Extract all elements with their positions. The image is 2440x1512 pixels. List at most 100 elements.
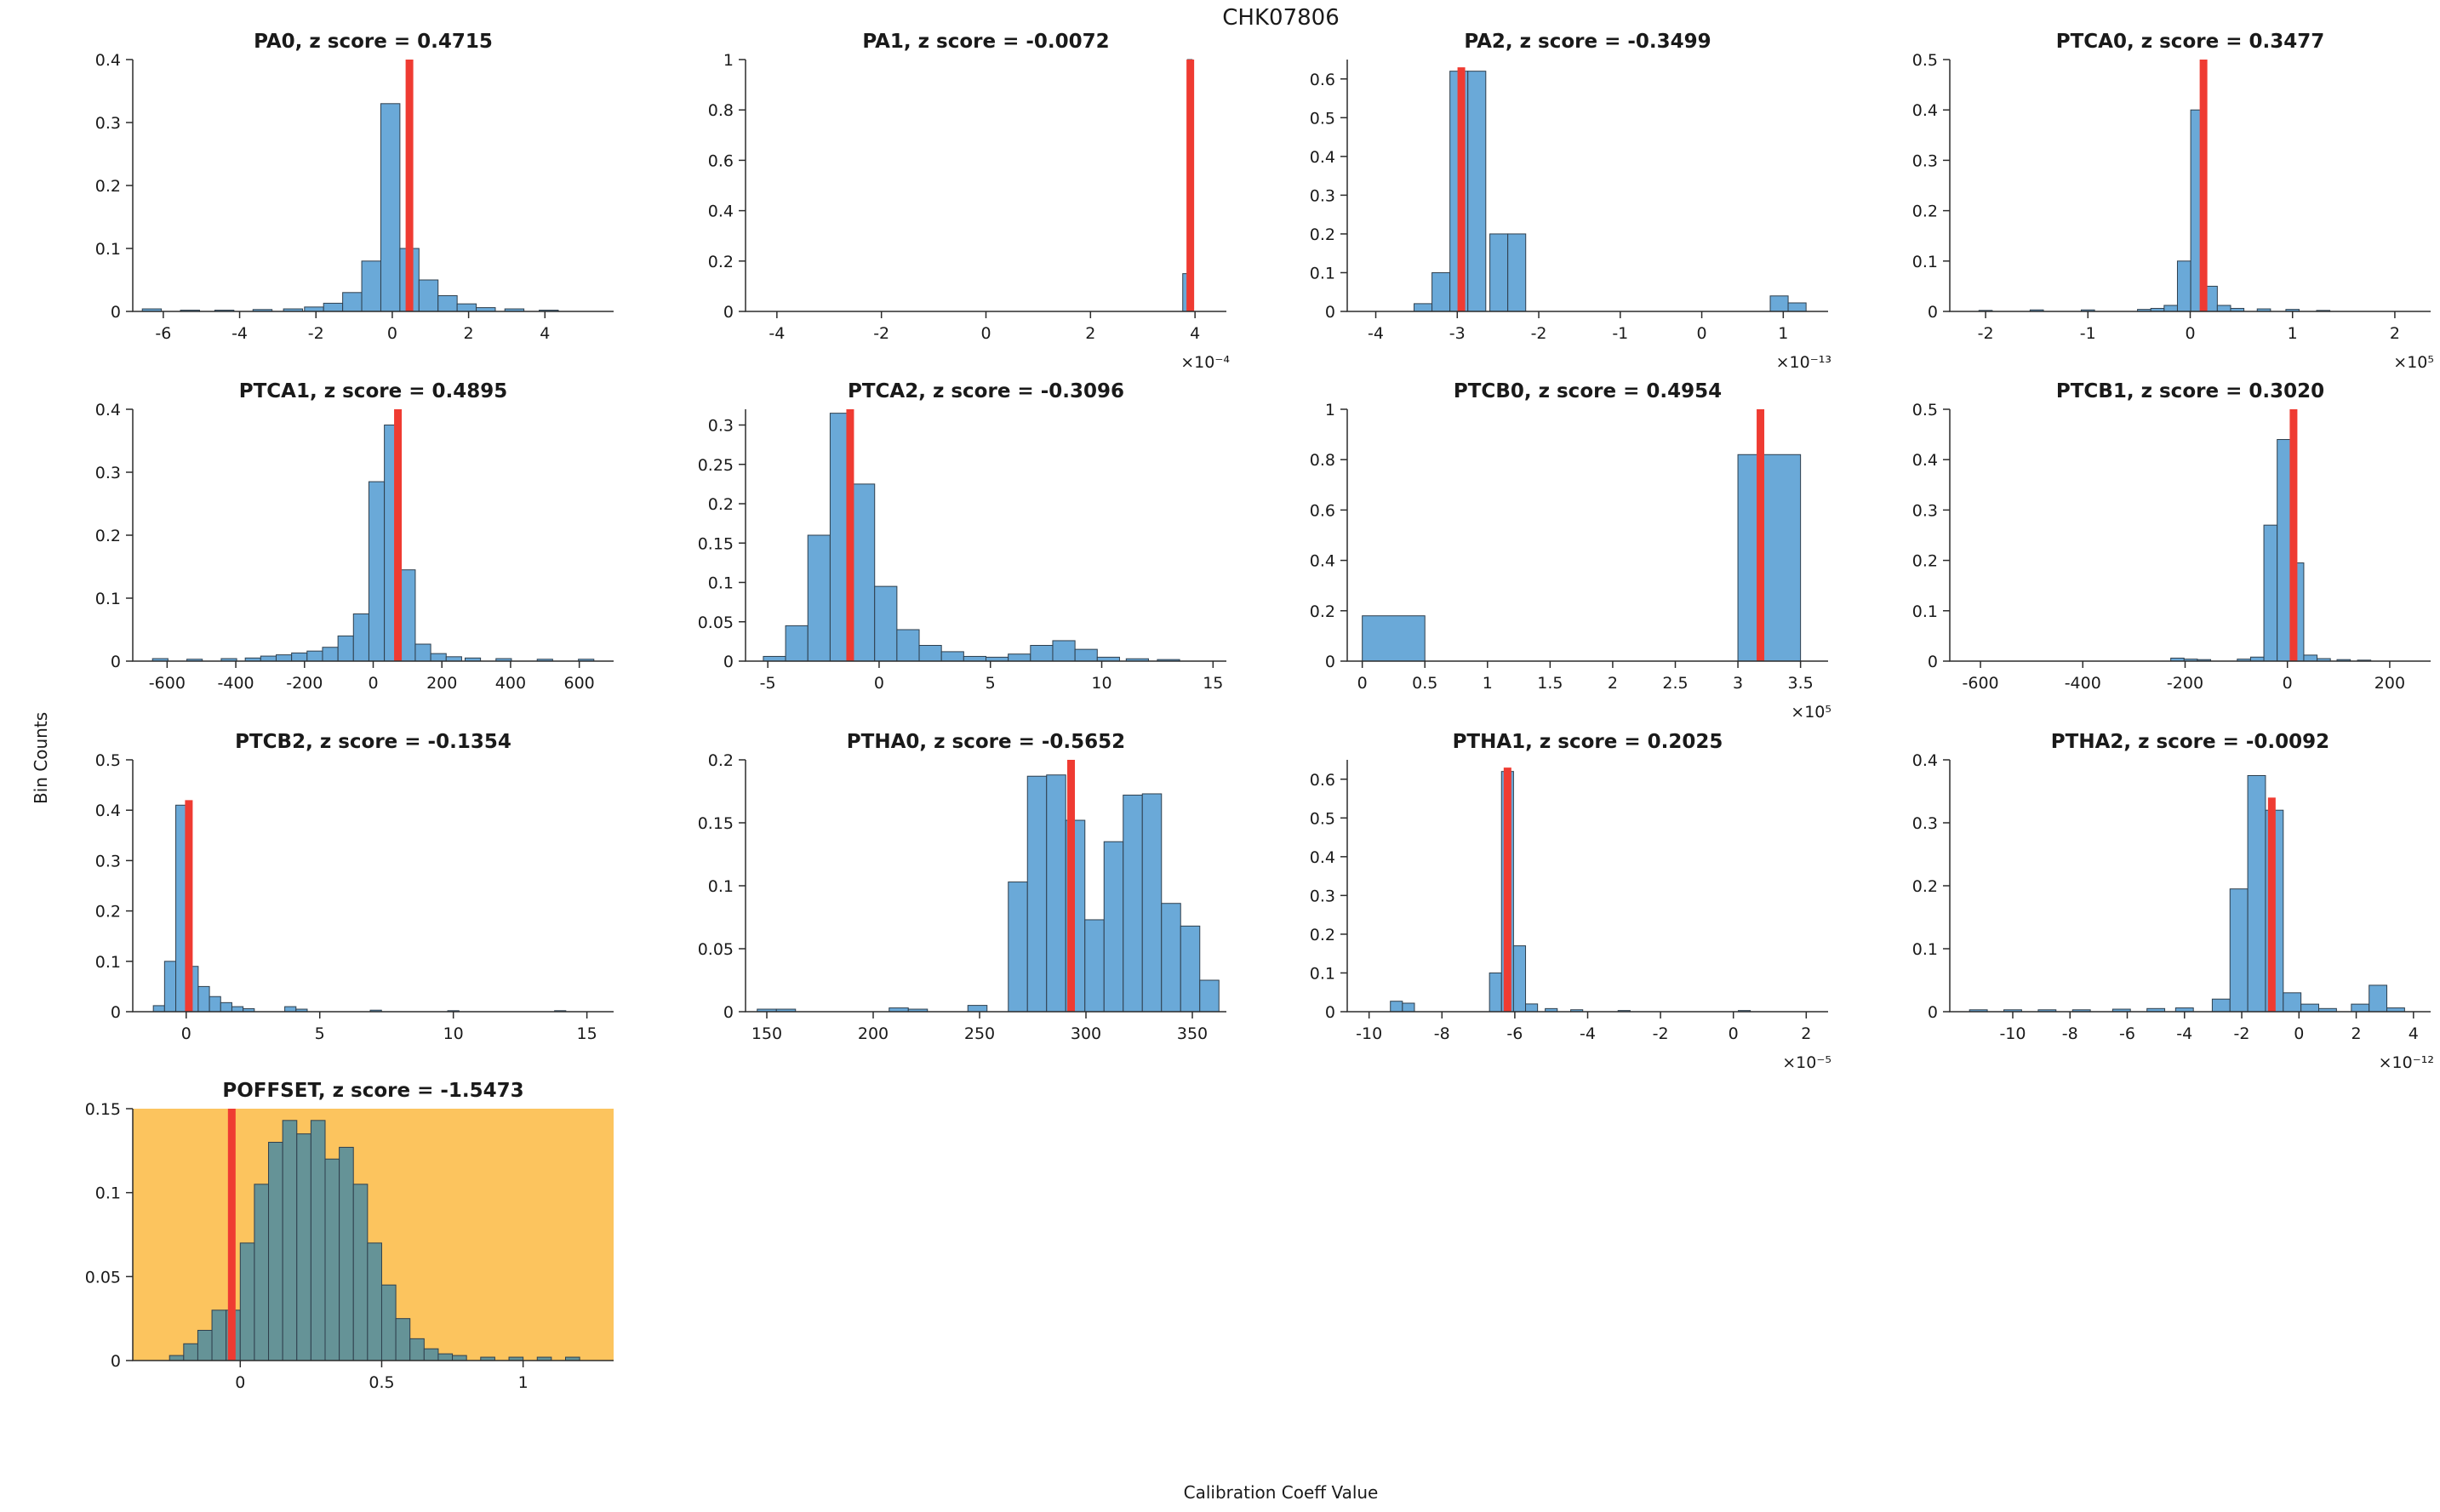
histogram-bar — [1123, 794, 1143, 1013]
histogram-bar — [1512, 945, 1527, 1013]
x-tick-label: 0.5 — [369, 1373, 394, 1392]
histogram-bars — [1414, 71, 1807, 312]
x-tick-label: -400 — [2065, 674, 2101, 693]
histogram-PTCA2: -5 0 5 10 15 0 0.05 0.1 0.15 0.2 0.25 0.3 PTCA2, z s… — [698, 380, 1226, 693]
histogram-PA0: -6 -4 -2 0 2 4 0 0.1 0.2 0.3 0.4 PA0, z score = 0.4… — [95, 31, 614, 343]
x-tick-label: -5 — [760, 674, 776, 693]
y-tick-label: 0.2 — [1310, 926, 1335, 944]
histogram-bar — [1008, 653, 1031, 662]
histogram-bar — [368, 481, 386, 662]
subplot-title: PA1, z score = -0.0072 — [862, 31, 1109, 53]
y-tick-label: 0.25 — [698, 456, 734, 475]
histogram-bar — [852, 483, 876, 662]
x-tick-label: -2 — [873, 324, 889, 343]
histogram-PTHA2: -10 -8 -6 -4 -2 0 2 4 0 0.1 0.2 0.3 0.4 PTHA2, z scor… — [1912, 731, 2434, 1072]
histogram-bar — [414, 643, 431, 662]
x-tick-label: 0 — [2283, 674, 2293, 693]
x-tick-label: -600 — [149, 674, 186, 693]
subplot-PTHA2: -10 -8 -6 -4 -2 0 2 4 0 0.1 0.2 0.3 0.4 PTHA2, z scor… — [1912, 731, 2434, 1072]
histogram-bar — [352, 1184, 369, 1361]
histogram-PTCA0: -2 -1 0 1 2 0 0.1 0.2 0.3 0.4 0.5 PTCA0, z score = … — [1912, 31, 2434, 372]
histogram-bar — [395, 1318, 411, 1361]
histogram-bar — [209, 996, 221, 1013]
y-tick-label: 0 — [723, 653, 734, 671]
histogram-bar — [1467, 71, 1487, 312]
x-axis-ticks: 0 0.5 1 1.5 2 2.5 3 3.5 — [1357, 661, 1814, 693]
y-tick-label: 0.05 — [698, 940, 734, 959]
x-axis-ticks: -600 -400 -200 0 200 — [1963, 661, 2405, 693]
subplot-title: PTCB1, z score = 0.3020 — [2056, 380, 2324, 402]
y-tick-label: 0.6 — [1310, 771, 1335, 790]
y-axis-ticks: 0 0.1 0.2 0.3 0.4 0.5 0.6 — [1310, 771, 1347, 1022]
x-tick-label: 5 — [986, 674, 996, 693]
y-tick-label: 0.1 — [95, 240, 121, 259]
x-tick-label: 200 — [426, 674, 457, 693]
histogram-PTCB0: 0 0.5 1 1.5 2 2.5 3 3.5 0 0.2 0.4 0.6 0.8 1 PTCB0, z s… — [1310, 380, 1831, 722]
y-tick-label: 0.4 — [1310, 148, 1335, 167]
x-axis-ticks: 150 200 250 300 350 — [751, 1012, 1208, 1043]
y-tick-label: 0.1 — [1912, 602, 1938, 621]
y-tick-label: 0.3 — [95, 852, 121, 870]
axis-exponent-label: ×10⁵ — [1791, 703, 1831, 722]
subplot-PA0: -6 -4 -2 0 2 4 0 0.1 0.2 0.3 0.4 PA0, z score = 0.4… — [95, 31, 614, 343]
subplot-title: PTCA0, z score = 0.3477 — [2056, 31, 2324, 53]
axis-spines — [1949, 760, 2431, 1013]
histogram-bar — [1769, 295, 1789, 312]
y-tick-label: 0.3 — [95, 114, 121, 133]
histogram-bar — [1390, 1001, 1403, 1013]
x-tick-label: 10 — [443, 1024, 464, 1043]
histogram-bar — [367, 1242, 382, 1361]
histogram-bar — [1103, 841, 1124, 1013]
histogram-bar — [1402, 1002, 1415, 1013]
histogram-bar — [183, 1343, 198, 1361]
y-axis-ticks: 0 0.05 0.1 0.15 0.2 — [698, 751, 746, 1022]
x-tick-label: 4 — [2409, 1024, 2419, 1043]
histogram-bar — [352, 613, 369, 662]
histogram-bar — [452, 1355, 467, 1361]
histogram-bar — [1180, 925, 1201, 1013]
histogram-bar — [220, 1001, 232, 1013]
y-tick-label: 0.6 — [708, 151, 734, 170]
y-tick-label: 0 — [111, 653, 121, 671]
y-tick-label: 0.1 — [708, 574, 734, 593]
histogram-bar — [445, 656, 462, 662]
subplot-title: PA2, z score = -0.3499 — [1464, 31, 1711, 53]
histogram-bar — [874, 585, 898, 662]
histogram-bar — [323, 302, 344, 312]
x-tick-label: -200 — [286, 674, 323, 693]
x-tick-label: -2 — [2234, 1024, 2250, 1043]
histogram-PTCB2: 0 5 10 15 0 0.1 0.2 0.3 0.4 0.5 PTCB2, z score = -… — [95, 731, 614, 1043]
histogram-bar — [268, 1141, 283, 1361]
histogram-bar — [254, 1184, 270, 1361]
histogram-bar — [2303, 654, 2318, 662]
x-tick-label: -4 — [2176, 1024, 2192, 1043]
x-tick-label: 15 — [1203, 674, 1223, 693]
y-tick-label: 0.15 — [85, 1100, 121, 1119]
histogram-bar — [380, 1284, 397, 1361]
histogram-PTCA1: -600 -400 -200 0 200 400 600 0 0.1 0.2 0.3 0.4 PTCA1… — [95, 380, 614, 693]
y-tick-label: 0.1 — [1310, 264, 1335, 282]
subplot-title: PA0, z score = 0.4715 — [254, 31, 493, 53]
histogram-bars — [1390, 771, 1751, 1013]
axis-spines — [1346, 60, 1828, 312]
y-tick-label: 0.1 — [1310, 964, 1335, 983]
y-tick-label: 0.4 — [95, 401, 121, 419]
x-tick-label: 200 — [2374, 674, 2405, 693]
y-tick-label: 0.2 — [95, 903, 121, 921]
x-tick-label: 0 — [2185, 324, 2195, 343]
y-tick-label: 0.1 — [95, 953, 121, 972]
y-tick-label: 0.15 — [698, 534, 734, 553]
x-tick-label: 1 — [518, 1373, 529, 1392]
x-tick-label: 2.5 — [1662, 674, 1688, 693]
y-tick-label: 0.4 — [1310, 552, 1335, 571]
y-tick-label: 0.1 — [1912, 253, 1938, 271]
x-tick-label: 0 — [2294, 1024, 2304, 1043]
x-tick-label: 0 — [368, 674, 378, 693]
x-tick-label: -6 — [1506, 1024, 1523, 1043]
y-tick-label: 0.8 — [1310, 451, 1335, 470]
y-tick-label: 0.5 — [1310, 109, 1335, 128]
histogram-bar — [2300, 1003, 2319, 1013]
y-tick-label: 0 — [723, 303, 734, 322]
y-axis-ticks: 0 0.05 0.1 0.15 — [85, 1100, 133, 1371]
histogram-bar — [2369, 984, 2388, 1013]
